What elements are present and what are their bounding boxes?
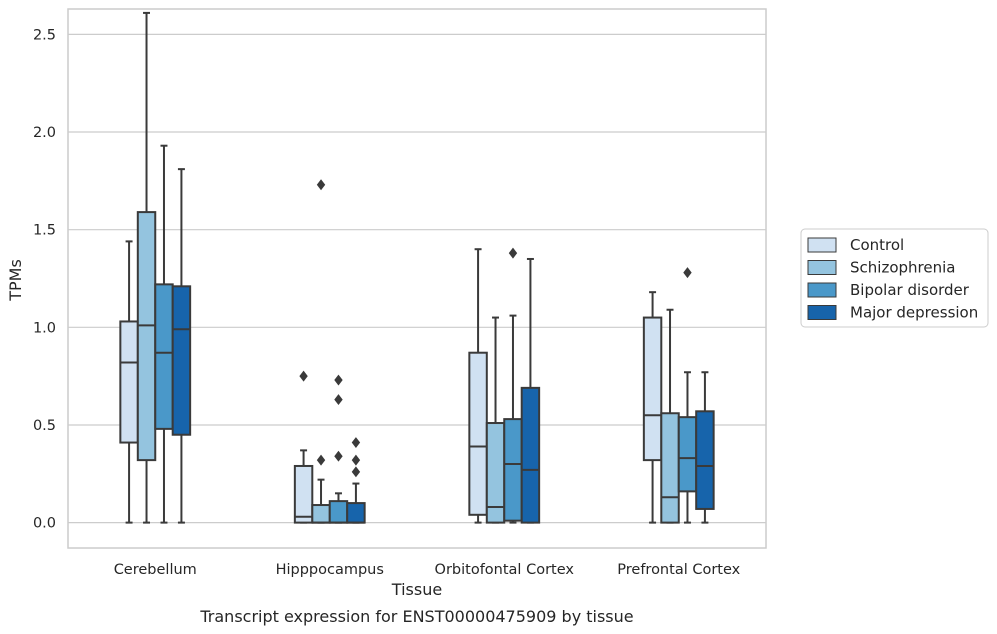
y-tick-label: 2.5 <box>33 27 56 43</box>
outlier-point <box>683 267 692 279</box>
y-tick-label: 1.0 <box>33 320 56 336</box>
box-body <box>642 316 663 462</box>
legend-label: Control <box>850 236 904 254</box>
legend-frame <box>800 228 989 328</box>
box <box>346 437 366 524</box>
box-body <box>293 464 314 524</box>
box-body <box>520 386 541 524</box>
outlier-point <box>351 454 361 466</box>
legend-label: Major depression <box>850 304 978 322</box>
x-tick-label: Hipppocampus <box>276 562 384 578</box>
box-body <box>136 211 157 462</box>
box <box>468 248 488 524</box>
box <box>328 374 349 524</box>
outlier-point <box>508 247 518 259</box>
box-body <box>346 502 366 524</box>
legend-swatch <box>807 237 837 253</box>
outlier-point <box>299 370 308 382</box>
box-body <box>311 504 331 524</box>
box-body <box>468 351 488 516</box>
y-tick-label: 0.0 <box>33 516 56 532</box>
box-body <box>695 410 715 510</box>
box-body <box>328 500 349 524</box>
box <box>520 257 541 524</box>
outlier-point <box>351 437 361 449</box>
legend: Control Schizophrenia Bipolar disorder Majo… <box>800 228 989 328</box>
box-body <box>677 416 698 493</box>
y-tick-label: 2.0 <box>33 125 56 141</box>
box <box>485 316 506 524</box>
plot-frame <box>67 8 767 549</box>
box <box>154 144 174 524</box>
box <box>503 247 523 524</box>
box <box>293 370 314 524</box>
y-axis-label: TPMs <box>6 259 25 302</box>
box-body <box>154 283 174 430</box>
y-tick-label: 0.5 <box>33 418 56 434</box>
outlier-point <box>316 454 326 466</box>
x-tick-label: Cerebellum <box>114 562 197 578</box>
legend-swatch <box>807 305 837 320</box>
box <box>660 308 680 524</box>
x-tick-label: Orbitofontal Cortex <box>435 562 575 578</box>
legend-swatch <box>807 282 837 298</box>
box <box>695 371 715 524</box>
outlier-point <box>351 466 361 478</box>
box-body <box>660 412 680 524</box>
legend-swatch <box>807 260 837 275</box>
x-axis-label: Tissue <box>391 580 442 599</box>
outlier-point <box>334 374 343 386</box>
box-body <box>119 320 139 444</box>
y-tick-label: 1.5 <box>33 223 56 239</box>
outlier-point <box>334 450 343 462</box>
box <box>136 11 157 524</box>
x-tick-label: Prefrontal Cortex <box>617 562 740 578</box>
y-axis-ticks: 0.0 0.5 1.0 1.5 2.0 2.5 <box>33 27 56 531</box>
box-series <box>119 11 715 524</box>
x-axis-ticks: Cerebellum Hipppocampus Orbitofontal Corte… <box>114 562 741 578</box>
legend-label: Schizophrenia <box>850 259 955 277</box>
box-body <box>503 418 523 522</box>
box <box>311 179 331 524</box>
box <box>642 291 663 524</box>
chart-caption: Transcript expression for ENST0000047590… <box>199 607 633 626</box>
legend-label: Bipolar disorder <box>850 281 970 299</box>
outlier-point <box>334 394 343 406</box>
box <box>677 267 698 524</box>
outlier-point <box>316 179 326 191</box>
box <box>171 168 192 524</box>
box-body <box>171 285 192 436</box>
